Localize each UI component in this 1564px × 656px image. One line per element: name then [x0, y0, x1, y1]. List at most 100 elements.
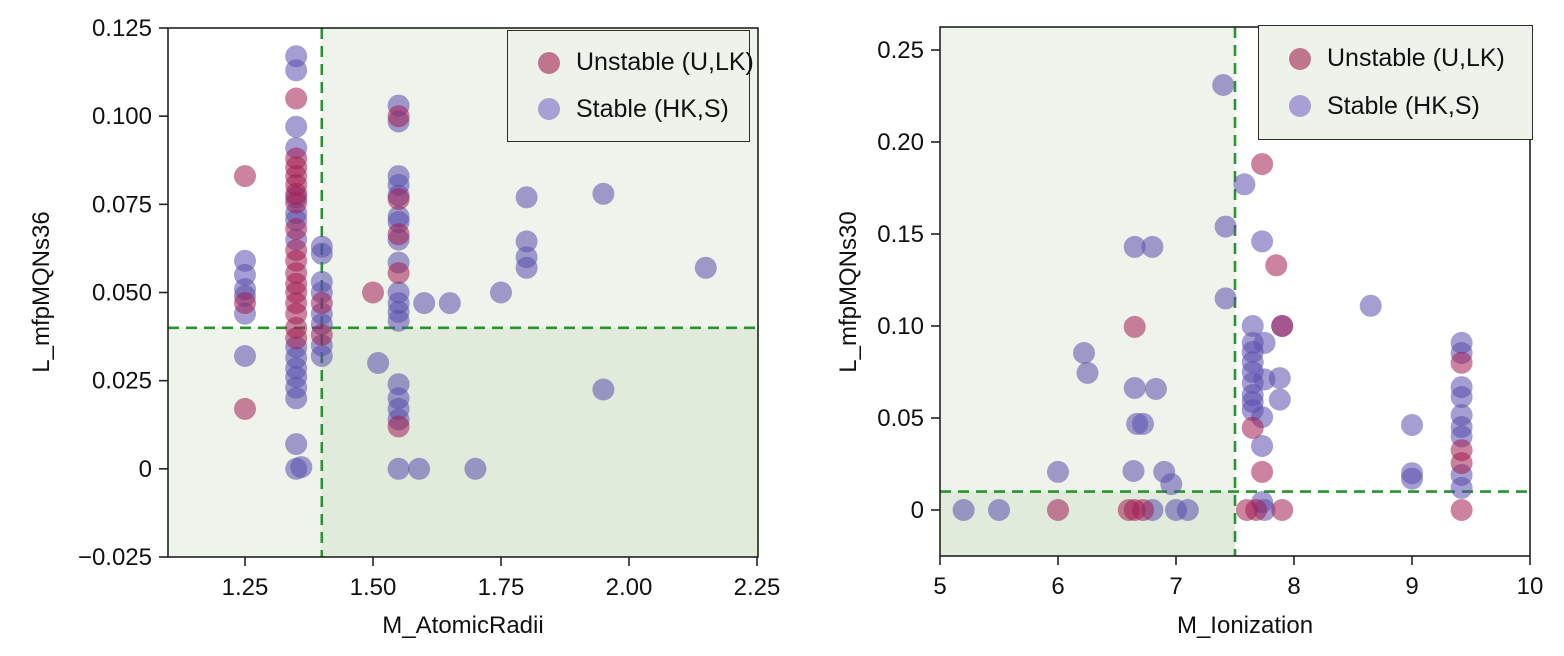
unstable-point	[310, 323, 333, 346]
x-tick-label: 6	[1051, 573, 1064, 600]
y-tick-label: 0.10	[877, 313, 924, 340]
unstable-point	[387, 105, 410, 128]
stable-point	[694, 256, 717, 279]
unstable-point	[1450, 452, 1473, 475]
unstable-point	[387, 415, 410, 438]
stable-point	[1123, 235, 1146, 258]
x-tick-label: 2.00	[606, 574, 653, 601]
stable-point	[592, 378, 615, 401]
unstable-point	[1241, 416, 1264, 439]
x-tick-label: 1.75	[478, 574, 525, 601]
stable-point	[952, 499, 975, 521]
unstable-point	[1265, 254, 1288, 277]
stable-point	[310, 345, 333, 367]
y-tick-label: −0.025	[78, 544, 152, 571]
unstable-point	[1245, 499, 1268, 521]
x-tick-label: 1.50	[350, 574, 397, 601]
left-x-axis-title: M_AtomicRadii	[382, 612, 544, 639]
stable-point	[1073, 342, 1095, 364]
right-scatter-plot: 5 6 7 8 9 10 0.25 0.20 0.15 0.10 0.05 0	[877, 26, 1544, 600]
stable-point	[285, 115, 308, 138]
unstable-point	[285, 191, 308, 214]
unstable-point	[387, 262, 410, 285]
unstable-point	[234, 292, 256, 315]
stable-point	[1132, 412, 1154, 435]
left-plot-legend: Unstable (U,LK) Stable (HK,S)	[507, 30, 754, 142]
shaded-region-x	[940, 27, 1235, 556]
unstable-point	[387, 188, 410, 210]
y-tick-label: 0.05	[877, 405, 924, 432]
unstable-marker-icon	[1289, 47, 1311, 70]
legend-row-unstable: Unstable (U,LK)	[1289, 44, 1532, 73]
right-x-axis-title: M_Ionization	[1176, 612, 1314, 639]
unstable-point	[1450, 499, 1473, 521]
stable-point	[1268, 388, 1291, 411]
y-tick-label: 0.050	[92, 280, 152, 307]
legend-row-stable: Stable (HK,S)	[538, 95, 749, 124]
stable-point	[1176, 499, 1199, 521]
stable-point	[387, 309, 410, 332]
unstable-point	[285, 87, 308, 110]
unstable-point	[1132, 499, 1154, 521]
stable-point	[464, 457, 487, 480]
left-y-axis-title: L_mfpMQNs36	[28, 211, 55, 373]
unstable-point	[285, 327, 308, 350]
unstable-point	[362, 281, 384, 304]
stable-point	[367, 352, 390, 374]
unstable-legend-label: Unstable (U,LK)	[576, 48, 754, 77]
right-plot-legend: Unstable (U,LK) Stable (HK,S)	[1258, 25, 1533, 140]
stable-point	[1214, 287, 1237, 310]
unstable-point	[1047, 499, 1069, 521]
stable-point	[1241, 315, 1264, 337]
unstable-point	[1251, 153, 1274, 176]
stable-point	[285, 59, 308, 82]
y-tick-label: 0.15	[877, 221, 924, 248]
unstable-point	[234, 165, 256, 188]
unstable-point	[285, 218, 308, 240]
stable-point	[1144, 377, 1167, 400]
stable-point	[387, 457, 410, 480]
x-tick-label: 5	[933, 573, 946, 600]
stable-point	[1251, 435, 1274, 457]
stable-point	[1359, 294, 1382, 317]
unstable-point	[1123, 315, 1146, 338]
unstable-legend-label: Unstable (U,LK)	[1327, 44, 1505, 73]
plot-frame	[939, 26, 1531, 557]
shaded-region-y	[168, 327, 758, 557]
stable-point	[1160, 473, 1183, 496]
unstable-point	[1271, 315, 1294, 337]
stable-legend-label: Stable (HK,S)	[1327, 91, 1480, 120]
stable-point	[1122, 460, 1145, 482]
stable-point	[988, 499, 1010, 521]
stable-point	[1450, 386, 1473, 408]
stable-point	[290, 456, 313, 479]
y-tick-label: 0.025	[92, 368, 152, 395]
x-tick-label: 10	[1517, 573, 1544, 600]
x-tick-label: 2.25	[734, 574, 781, 601]
y-tick-label: 0.075	[92, 191, 152, 218]
stable-point	[234, 345, 256, 367]
stable-point	[515, 186, 538, 209]
stable-point	[515, 256, 538, 279]
stable-point	[310, 242, 333, 265]
stable-marker-icon	[538, 98, 560, 121]
stable-marker-icon	[1289, 95, 1311, 118]
x-tick-label: 7	[1169, 573, 1182, 600]
stable-point	[1123, 377, 1146, 399]
y-tick-label: 0.100	[92, 103, 152, 130]
legend-row-unstable: Unstable (U,LK)	[538, 48, 754, 77]
stable-point	[413, 292, 436, 315]
unstable-point	[1450, 351, 1473, 374]
stable-point	[1251, 230, 1274, 253]
stable-point	[1212, 74, 1235, 96]
stable-point	[1141, 235, 1164, 258]
x-tick-label: 8	[1287, 573, 1300, 600]
stable-point	[1401, 467, 1423, 490]
stable-point	[1047, 460, 1069, 483]
y-tick-label: 0.125	[92, 15, 152, 42]
x-tick-label: 9	[1405, 573, 1418, 600]
y-tick-label: 0.25	[877, 37, 924, 64]
unstable-point	[1251, 460, 1274, 483]
stable-point	[592, 182, 615, 205]
